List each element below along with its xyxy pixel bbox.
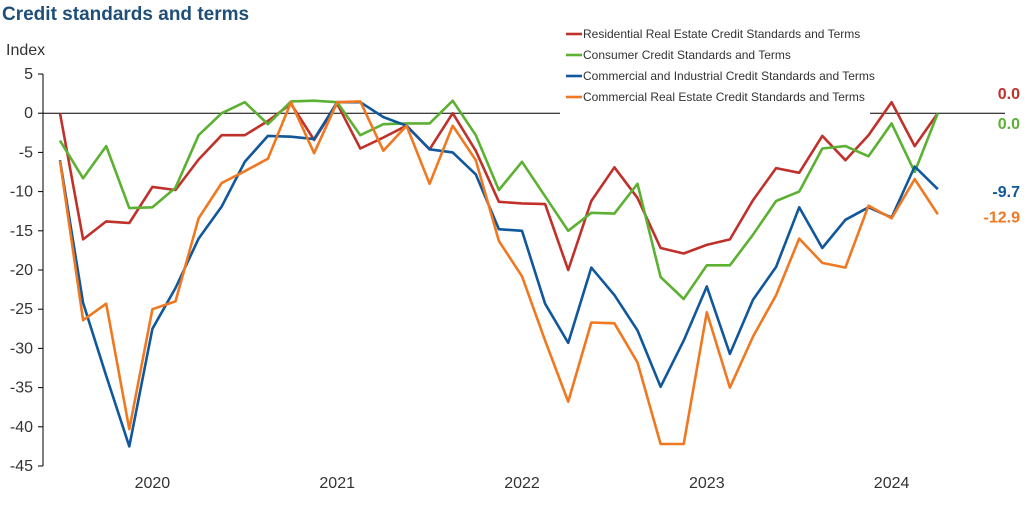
x-tick-label: 2021 xyxy=(319,475,355,492)
y-tick-label: -5 xyxy=(19,144,33,161)
series-end-value-label: -12.9 xyxy=(984,209,1021,226)
legend-label: Commercial Real Estate Credit Standards … xyxy=(583,90,865,104)
y-tick-label: -15 xyxy=(10,223,33,240)
y-tick-label: 5 xyxy=(24,66,33,83)
series-line xyxy=(58,100,939,448)
series-line xyxy=(58,100,939,272)
plot-area xyxy=(42,74,1005,466)
legend-label: Consumer Credit Standards and Terms xyxy=(583,48,791,62)
legend-background xyxy=(560,22,870,114)
series-end-value-label: -9.7 xyxy=(992,184,1020,201)
x-tick-label: 2022 xyxy=(504,475,540,492)
y-tick-label: -30 xyxy=(10,340,33,357)
y-tick-label: -20 xyxy=(10,262,33,279)
y-tick-label: 0 xyxy=(24,105,33,122)
y-tick-label: -25 xyxy=(10,301,33,318)
y-tick-label: -10 xyxy=(10,184,33,201)
legend: Residential Real Estate Credit Standards… xyxy=(560,22,875,114)
end-value-labels: 0.0 0.0 -9.7 -12.9 xyxy=(984,86,1021,226)
y-tick-label: -45 xyxy=(10,458,33,475)
x-axis-ticks: 2020 2021 2022 2023 2024 xyxy=(135,475,910,492)
legend-label: Commercial and Industrial Credit Standar… xyxy=(583,69,875,83)
y-tick-label: -40 xyxy=(10,419,33,436)
chart-title: Credit standards and terms xyxy=(2,4,250,25)
y-axis-ticks: 5 0 -5 -10 -15 -20 -25 -30 -35 -40 -45 xyxy=(10,66,43,475)
y-axis-label: Index xyxy=(6,42,45,59)
series-lines xyxy=(58,99,940,448)
x-tick-label: 2020 xyxy=(135,475,171,492)
x-tick-label: 2024 xyxy=(874,475,910,492)
series-line xyxy=(58,99,940,301)
legend-label: Residential Real Estate Credit Standards… xyxy=(583,27,860,41)
x-tick-label: 2023 xyxy=(689,475,725,492)
series-end-value-label: 0.0 xyxy=(998,116,1020,133)
y-tick-label: -35 xyxy=(10,380,33,397)
series-line xyxy=(58,100,939,446)
series-end-value-label: 0.0 xyxy=(998,86,1020,103)
